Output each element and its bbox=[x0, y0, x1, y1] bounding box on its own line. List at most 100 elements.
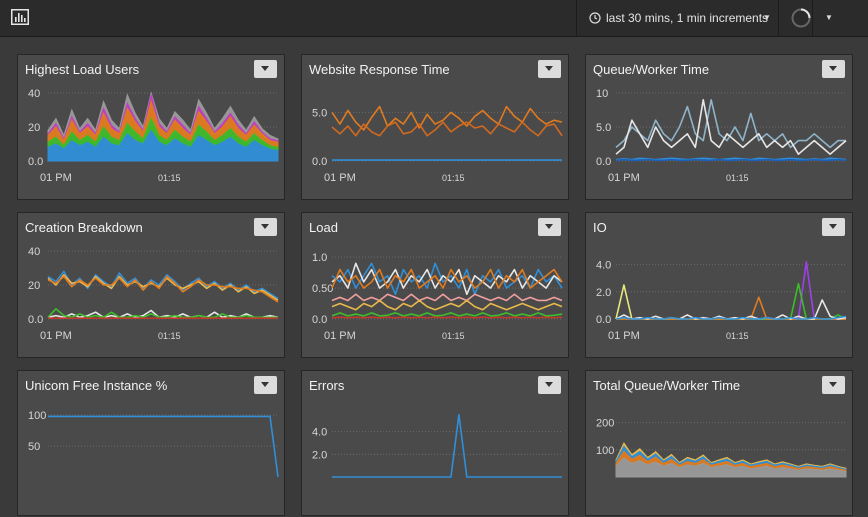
x-tick-label: 01 PM bbox=[324, 330, 356, 342]
clock-icon bbox=[589, 12, 601, 24]
panel-menu-button[interactable] bbox=[822, 60, 845, 78]
panel-menu-button[interactable] bbox=[254, 60, 277, 78]
caret-down-icon: ▼ bbox=[763, 13, 771, 22]
panel-title: Queue/Worker Time bbox=[593, 62, 710, 77]
panel-io: IO 4.0 2.0 0.0 01 PM 01:15 bbox=[585, 212, 853, 358]
series-line bbox=[47, 275, 279, 303]
bar-chart-icon[interactable] bbox=[11, 9, 29, 25]
y-tick-label: 0.0 bbox=[312, 156, 327, 168]
series-line bbox=[615, 99, 846, 149]
y-tick-label: 0.0 bbox=[596, 156, 611, 168]
y-tick-label: 0.0 bbox=[312, 314, 327, 326]
caret-down-icon bbox=[261, 382, 269, 387]
x-tick-label: 01:15 bbox=[158, 173, 181, 183]
y-tick-label: 0.0 bbox=[596, 314, 611, 326]
panel-menu-button[interactable] bbox=[254, 218, 277, 236]
y-tick-label: 1.0 bbox=[312, 252, 327, 264]
y-tick-label: 2.0 bbox=[596, 287, 611, 299]
panel-queue-worker-time: Queue/Worker Time 10 5.0 0.0 01 PM 01:15 bbox=[585, 54, 853, 200]
series-area bbox=[47, 129, 279, 162]
x-tick-label: 01 PM bbox=[40, 330, 72, 342]
y-tick-label: 20 bbox=[28, 122, 40, 134]
series-line bbox=[331, 293, 563, 302]
caret-down-icon bbox=[261, 224, 269, 229]
panel-creation-breakdown: Creation Breakdown 40 20 0.0 01 PM 01:15 bbox=[17, 212, 285, 358]
series-line bbox=[616, 261, 846, 320]
refresh-spinner-icon[interactable] bbox=[790, 7, 812, 29]
panel-title: Highest Load Users bbox=[25, 62, 140, 77]
series-line bbox=[331, 105, 563, 131]
panel-menu-button[interactable] bbox=[822, 376, 845, 394]
panel-website-response-time: Website Response Time 5.0 0.0 01 PM 01:15 bbox=[301, 54, 569, 200]
top-bar: last 30 mins, 1 min increments ▼ ▼ bbox=[0, 0, 868, 37]
chart: 40 20 0.0 01 PM 01:15 bbox=[28, 246, 279, 342]
y-tick-label: 200 bbox=[596, 418, 614, 430]
y-tick-label: 50 bbox=[28, 441, 40, 453]
chart: 4.0 2.0 bbox=[312, 413, 562, 478]
series-line bbox=[48, 415, 279, 478]
panel-menu-button[interactable] bbox=[254, 376, 277, 394]
panel-title: Total Queue/Worker Time bbox=[593, 378, 741, 393]
panel-title: Website Response Time bbox=[309, 62, 450, 77]
panel-highest-load-users: Highest Load Users 40 20 0.0 01 PM 01:15 bbox=[17, 54, 285, 200]
panel-unicom-free-instance: Unicom Free Instance % 100 50 bbox=[17, 370, 285, 516]
y-tick-label: 0.0 bbox=[28, 314, 43, 326]
caret-down-icon bbox=[545, 224, 553, 229]
series-line bbox=[331, 312, 563, 317]
panel-title: Creation Breakdown bbox=[25, 220, 143, 235]
panel-menu-button[interactable] bbox=[538, 60, 561, 78]
chart: 40 20 0.0 01 PM 01:15 bbox=[28, 88, 279, 184]
y-tick-label: 10 bbox=[596, 88, 608, 100]
y-tick-label: 5.0 bbox=[312, 107, 327, 119]
panel-title: Errors bbox=[309, 378, 345, 393]
x-tick-label: 01 PM bbox=[324, 172, 356, 184]
x-tick-label: 01 PM bbox=[40, 172, 72, 184]
time-range-label: last 30 mins, 1 min increments bbox=[606, 11, 769, 25]
caret-down-icon bbox=[829, 224, 837, 229]
panel-title: Unicom Free Instance % bbox=[25, 378, 168, 393]
x-tick-label: 01:15 bbox=[442, 331, 465, 341]
caret-down-icon bbox=[829, 66, 837, 71]
series-line bbox=[615, 99, 847, 155]
x-tick-label: 01:15 bbox=[726, 331, 749, 341]
y-tick-label: 4.0 bbox=[596, 260, 611, 272]
series-line bbox=[331, 268, 563, 289]
options-dropdown[interactable]: ▼ bbox=[812, 0, 868, 37]
panel-menu-button[interactable] bbox=[538, 376, 561, 394]
y-tick-label: 0.0 bbox=[28, 156, 43, 168]
x-tick-label: 01:15 bbox=[158, 331, 181, 341]
series-line bbox=[615, 315, 847, 320]
chart: 5.0 0.0 01 PM 01:15 bbox=[312, 105, 563, 184]
x-tick-label: 01 PM bbox=[608, 172, 640, 184]
x-tick-label: 01 PM bbox=[608, 330, 640, 342]
panel-menu-button[interactable] bbox=[538, 218, 561, 236]
panel-menu-button[interactable] bbox=[822, 218, 845, 236]
series-line bbox=[331, 121, 563, 137]
y-tick-label: 4.0 bbox=[312, 427, 327, 439]
y-tick-label: 5.0 bbox=[596, 122, 611, 134]
chart: 1.0 0.50 0.0 01 PM 01:15 bbox=[312, 252, 563, 342]
chart: 4.0 2.0 0.0 01 PM 01:15 bbox=[596, 260, 847, 342]
panel-load: Load 1.0 0.50 0.0 01 PM 01:15 bbox=[301, 212, 569, 358]
series-line bbox=[331, 316, 563, 319]
x-tick-label: 01:15 bbox=[442, 173, 465, 183]
x-tick-label: 01:15 bbox=[726, 173, 749, 183]
panel-errors: Errors 4.0 2.0 bbox=[301, 370, 569, 516]
series-line bbox=[331, 299, 563, 311]
panel-title: Load bbox=[309, 220, 338, 235]
y-tick-label: 40 bbox=[28, 246, 40, 258]
caret-down-icon bbox=[829, 382, 837, 387]
chart: 100 50 bbox=[28, 410, 279, 478]
time-range-selector[interactable]: last 30 mins, 1 min increments ▼ bbox=[576, 0, 779, 37]
chart: 10 5.0 0.0 01 PM 01:15 bbox=[596, 88, 847, 184]
chart: 200 100 bbox=[596, 418, 847, 478]
y-tick-label: 2.0 bbox=[312, 449, 327, 461]
y-tick-label: 0.50 bbox=[312, 283, 333, 295]
panel-total-queue-worker-time: Total Queue/Worker Time 200 100 bbox=[585, 370, 853, 516]
y-tick-label: 20 bbox=[28, 280, 40, 292]
caret-down-icon: ▼ bbox=[825, 13, 833, 22]
series-line bbox=[47, 308, 278, 319]
panel-title: IO bbox=[593, 220, 607, 235]
caret-down-icon bbox=[545, 66, 553, 71]
caret-down-icon bbox=[261, 66, 269, 71]
